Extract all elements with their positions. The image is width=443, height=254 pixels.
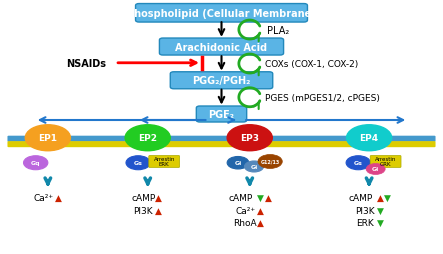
- FancyBboxPatch shape: [39, 129, 45, 148]
- Text: cAMP: cAMP: [131, 194, 155, 202]
- Circle shape: [125, 125, 170, 151]
- FancyBboxPatch shape: [159, 39, 284, 56]
- Text: PGG₂/PGH₂: PGG₂/PGH₂: [192, 76, 251, 86]
- Circle shape: [227, 125, 272, 151]
- Text: PGE₂: PGE₂: [209, 109, 234, 120]
- Text: EP3: EP3: [240, 134, 259, 143]
- Text: ERK: ERK: [356, 218, 373, 227]
- FancyBboxPatch shape: [156, 129, 162, 148]
- Text: Arachidonic Acid: Arachidonic Acid: [175, 42, 268, 52]
- FancyBboxPatch shape: [34, 129, 39, 148]
- Text: G12/13: G12/13: [260, 159, 280, 164]
- Text: ▼: ▼: [257, 194, 264, 202]
- Text: ▲: ▲: [265, 194, 272, 202]
- FancyBboxPatch shape: [151, 129, 156, 148]
- Text: Gi: Gi: [250, 164, 258, 169]
- FancyBboxPatch shape: [247, 129, 253, 148]
- FancyBboxPatch shape: [145, 129, 151, 148]
- FancyBboxPatch shape: [377, 129, 383, 148]
- Text: GRK: GRK: [380, 161, 391, 166]
- Text: PI3K: PI3K: [133, 206, 153, 215]
- Text: cAMP: cAMP: [229, 194, 253, 202]
- Text: COXs (COX-1, COX-2): COXs (COX-1, COX-2): [265, 60, 358, 69]
- FancyBboxPatch shape: [372, 129, 377, 148]
- Circle shape: [346, 156, 370, 170]
- FancyBboxPatch shape: [136, 5, 307, 23]
- Text: ▲: ▲: [155, 206, 162, 215]
- Circle shape: [227, 157, 249, 169]
- Text: Ca²⁺: Ca²⁺: [33, 194, 54, 202]
- Text: ▲: ▲: [257, 218, 264, 227]
- Text: PLA₂: PLA₂: [267, 25, 289, 35]
- Text: PI3K: PI3K: [355, 206, 375, 215]
- FancyBboxPatch shape: [8, 136, 435, 142]
- Text: ERK: ERK: [159, 161, 170, 166]
- Circle shape: [258, 155, 282, 169]
- Text: Gq: Gq: [31, 161, 40, 166]
- Text: ▲: ▲: [55, 194, 62, 202]
- FancyBboxPatch shape: [258, 129, 264, 148]
- FancyBboxPatch shape: [253, 129, 258, 148]
- Text: ▲: ▲: [377, 194, 383, 202]
- Circle shape: [366, 164, 385, 175]
- Text: Arrestin: Arrestin: [154, 157, 175, 162]
- FancyBboxPatch shape: [45, 129, 51, 148]
- Text: ▲: ▲: [155, 194, 162, 202]
- FancyBboxPatch shape: [355, 129, 361, 148]
- Text: Phospholipid (Cellular Membrane): Phospholipid (Cellular Membrane): [127, 9, 316, 19]
- Text: Gi: Gi: [372, 167, 379, 172]
- Circle shape: [126, 156, 150, 170]
- Text: EP4: EP4: [360, 134, 379, 143]
- Text: cAMP: cAMP: [348, 194, 373, 202]
- FancyBboxPatch shape: [149, 156, 179, 168]
- Text: ▼: ▼: [385, 194, 391, 202]
- Text: ▼: ▼: [377, 206, 383, 215]
- Text: NSAIDs: NSAIDs: [66, 58, 106, 69]
- Text: PGES (mPGES1/2, cPGES): PGES (mPGES1/2, cPGES): [265, 93, 380, 102]
- Text: RhoA: RhoA: [233, 218, 257, 227]
- FancyBboxPatch shape: [236, 129, 241, 148]
- Text: Arrestin: Arrestin: [375, 157, 396, 162]
- Text: EP1: EP1: [39, 134, 57, 143]
- FancyBboxPatch shape: [51, 129, 56, 148]
- FancyBboxPatch shape: [170, 72, 273, 89]
- Circle shape: [245, 161, 264, 172]
- FancyBboxPatch shape: [139, 129, 145, 148]
- Circle shape: [23, 156, 48, 170]
- Text: ▼: ▼: [377, 218, 383, 227]
- FancyBboxPatch shape: [8, 141, 435, 148]
- Text: Ca²⁺: Ca²⁺: [235, 206, 256, 215]
- FancyBboxPatch shape: [134, 129, 139, 148]
- FancyBboxPatch shape: [370, 156, 401, 168]
- Text: ▲: ▲: [257, 206, 264, 215]
- FancyBboxPatch shape: [361, 129, 366, 148]
- Text: Gi: Gi: [234, 161, 241, 166]
- Circle shape: [346, 125, 392, 151]
- FancyBboxPatch shape: [196, 107, 247, 122]
- FancyBboxPatch shape: [366, 129, 372, 148]
- Circle shape: [25, 125, 70, 151]
- FancyBboxPatch shape: [241, 129, 247, 148]
- FancyBboxPatch shape: [56, 129, 62, 148]
- Text: Gs: Gs: [354, 161, 363, 166]
- Text: EP2: EP2: [138, 134, 157, 143]
- Text: Gs: Gs: [134, 161, 143, 166]
